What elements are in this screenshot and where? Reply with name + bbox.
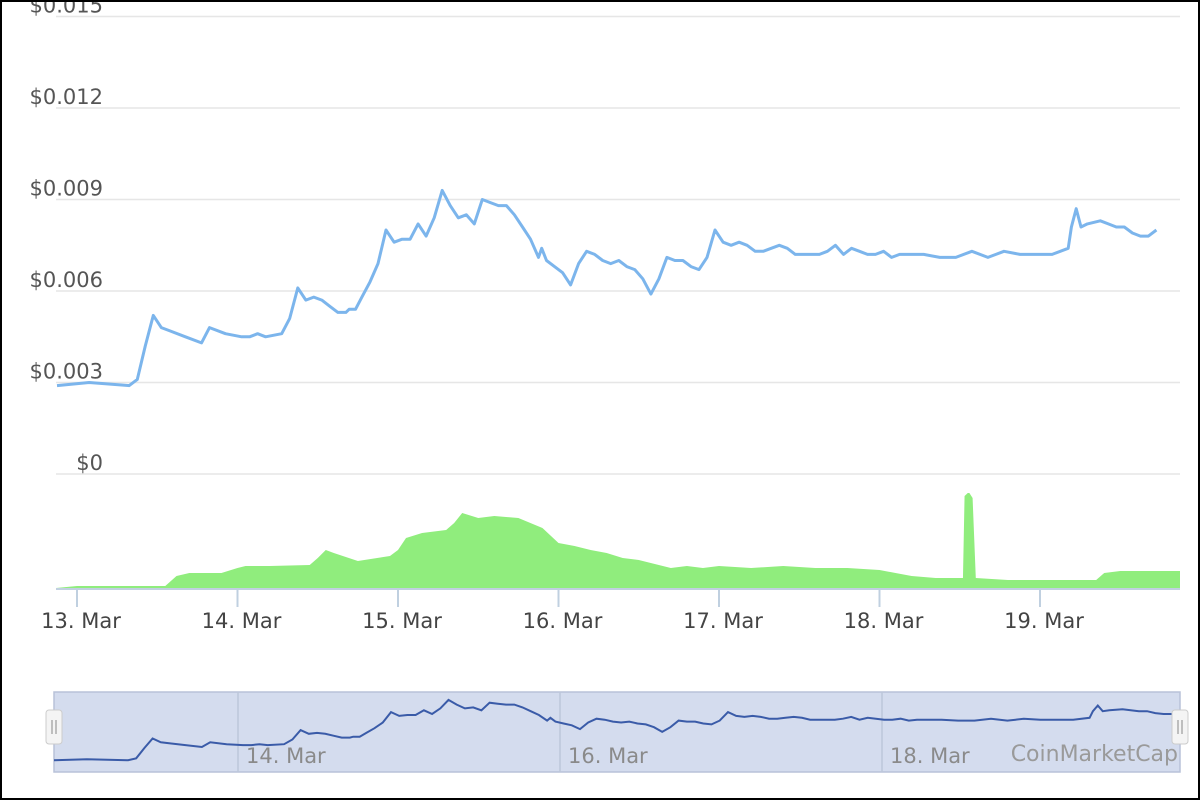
x-tick-label: 19. Mar — [1004, 609, 1084, 633]
x-tick-label: 14. Mar — [202, 609, 282, 633]
navigator-tick-label: 18. Mar — [890, 744, 970, 768]
y-tick-label: $0.012 — [30, 85, 103, 109]
credit-text[interactable]: CoinMarketCap — [1011, 742, 1178, 767]
navigator-left-handle[interactable] — [45, 709, 63, 745]
navigator-tick-label: 14. Mar — [246, 744, 326, 768]
y-tick-label: $0.015 — [30, 2, 103, 18]
y-tick-label: $0.009 — [30, 177, 103, 201]
y-grid — [56, 15, 1180, 475]
x-tick-label: 13. Mar — [41, 609, 121, 633]
price-line — [56, 188, 1158, 388]
y-tick-label: $0.003 — [30, 360, 103, 384]
volume-area — [56, 493, 1180, 588]
x-tick-label: 18. Mar — [844, 609, 924, 633]
x-tick-label: 15. Mar — [362, 609, 442, 633]
y-axis-labels: $0 $0.003 $0.006 $0.009 $0.012 $0.015 — [30, 2, 103, 475]
handle-body[interactable] — [1171, 709, 1189, 745]
x-axis: 13. Mar 14. Mar 15. Mar 16. Mar 17. Mar 18. M… — [41, 588, 1180, 633]
x-tick-label: 17. Mar — [683, 609, 763, 633]
volume-area-group — [56, 493, 1180, 588]
navigator[interactable]: 14. Mar 16. Mar 18. Mar CoinMarketCap — [45, 691, 1189, 773]
y-tick-label: $0.006 — [30, 268, 103, 292]
x-tick-label: 16. Mar — [523, 609, 603, 633]
y-tick-label: $0 — [76, 451, 103, 475]
navigator-right-handle[interactable] — [1171, 709, 1189, 745]
handle-body[interactable] — [45, 709, 63, 745]
navigator-tick-label: 16. Mar — [568, 744, 648, 768]
navigator-line — [53, 698, 1181, 762]
price-line-group — [56, 188, 1158, 388]
